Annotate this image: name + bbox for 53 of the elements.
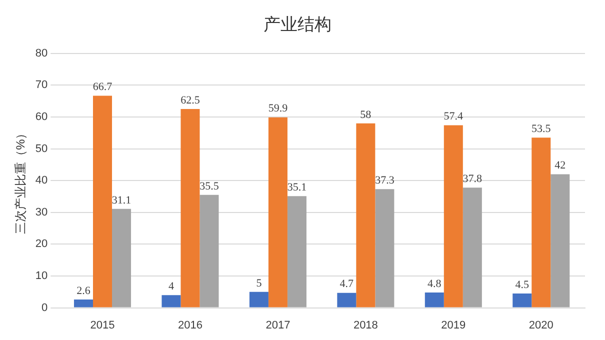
bar [444,125,463,308]
data-label: 4.5 [515,278,530,291]
data-label: 2.6 [76,284,91,297]
data-label: 35.5 [200,180,220,192]
bar [112,208,132,308]
data-label: 53.5 [532,123,552,136]
bar [356,123,376,308]
data-label: 37.3 [375,174,395,187]
y-axis-title: 三次产业比重（%） [14,127,28,234]
data-label: 59.9 [268,102,288,115]
bar [337,292,356,308]
bar [375,189,394,308]
chart-title: 产业结构 [264,14,332,34]
bar [512,293,532,308]
y-tick-label: 40 [35,174,48,187]
bar [287,196,306,308]
bar [249,292,268,308]
bar [550,174,570,308]
bar [162,295,181,308]
x-tick-label: 2020 [528,319,554,332]
y-tick-label: 30 [35,206,48,218]
y-tick-label: 60 [35,111,48,124]
data-label: 4.8 [428,278,442,290]
bar [180,109,200,308]
x-tick-label: 2018 [353,319,378,332]
bar [462,188,482,308]
bar [74,300,93,308]
bar [268,117,288,308]
bar [424,292,444,308]
y-tick-label: 70 [35,79,48,92]
data-label: 66.7 [92,81,113,94]
y-tick-label: 10 [35,270,48,282]
data-label: 31.1 [112,194,132,206]
data-label: 58 [360,108,372,121]
bar [92,96,112,308]
data-label: 42 [554,160,566,172]
data-label: 37.8 [462,172,483,185]
data-label: 57.4 [444,110,464,123]
y-tick-label: 0 [42,302,48,314]
x-tick-label: 2015 [90,319,115,332]
data-label: 4.7 [340,278,354,290]
x-tick-label: 2016 [178,319,202,332]
y-tick-label: 20 [35,238,48,250]
y-tick-label: 80 [35,47,48,60]
data-label: 4 [168,280,174,292]
bar [532,138,551,308]
data-label: 5 [256,277,262,290]
y-tick-label: 50 [35,142,48,155]
data-label: 62.5 [180,94,200,106]
x-tick-label: 2017 [266,319,290,332]
data-label: 35.1 [287,182,307,194]
bar [200,194,219,308]
x-tick-label: 2019 [441,319,466,332]
